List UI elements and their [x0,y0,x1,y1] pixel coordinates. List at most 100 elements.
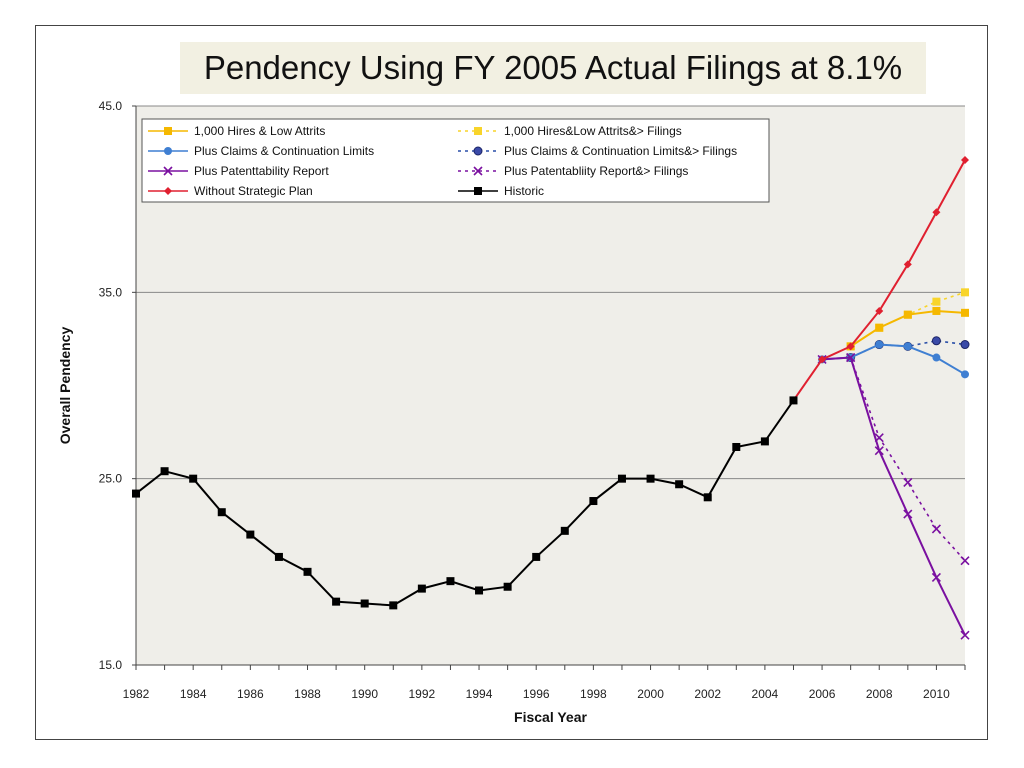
y-tick-label: 25.0 [99,472,123,486]
data-point [931,572,941,582]
data-point [646,474,655,483]
y-tick-label: 15.0 [99,658,123,672]
legend-swatch-marker [163,166,173,176]
data-point [703,493,712,502]
data-point [875,306,884,315]
legend-item: Plus Patenttability Report [148,164,329,178]
y-tick-label: 45.0 [99,99,123,113]
data-point [903,477,913,487]
x-tick-label: 1988 [294,687,321,701]
data-point [932,353,941,362]
data-point [217,508,226,517]
data-point [961,370,969,379]
series-4 [817,352,970,640]
legend-label: Historic [504,184,544,198]
legend-swatch-marker [473,146,483,156]
data-point [446,577,455,586]
legend-label: 1,000 Hires&Low Attrits&> Filings [504,124,682,138]
data-point [846,342,855,351]
legend-swatch-marker [164,187,172,195]
series-line [850,339,966,359]
legend-swatch-marker [164,127,172,135]
legend-label: Plus Patenttability Report [194,164,329,178]
data-point [931,524,941,534]
data-point [960,340,970,350]
legend-label: Plus Patentabliity Report&> Filings [504,164,688,178]
legend-item: 1,000 Hires&Low Attrits&> Filings [458,124,682,138]
data-point [931,336,941,346]
data-point [332,597,341,606]
data-point [932,208,941,217]
legend-item: Plus Patentabliity Report&> Filings [458,164,688,178]
data-point [417,584,426,593]
data-point [903,260,912,269]
data-point [961,288,969,297]
legend-label: Without Strategic Plan [194,184,313,198]
x-tick-label: 1998 [580,687,607,701]
series-line [849,357,966,562]
data-point [360,599,369,608]
x-tick-label: 1982 [123,687,150,701]
data-point [560,526,569,535]
legend-label: Plus Claims & Continuation Limits [194,144,374,158]
x-tick-label: 1990 [351,687,378,701]
legend-item: Without Strategic Plan [148,184,313,198]
data-point [532,552,541,561]
data-point [818,355,827,364]
legend-swatch-marker [474,187,482,195]
data-point [617,474,626,483]
data-point [303,567,312,576]
data-point [961,156,969,165]
x-tick-label: 1992 [409,687,436,701]
x-tick-label: 1996 [523,687,550,701]
y-tick-label: 35.0 [99,285,123,299]
x-tick-label: 2010 [923,687,950,701]
data-point [903,509,913,519]
legend-item: Plus Claims & Continuation Limits [148,144,374,158]
data-point [961,308,969,317]
data-point [732,442,741,451]
data-point [246,530,255,539]
x-tick-label: 1986 [237,687,264,701]
data-point [960,630,970,640]
data-point [160,467,169,476]
data-point [675,480,684,489]
data-point [932,306,941,315]
legend-swatch-marker [474,127,482,135]
legend-item: Plus Claims & Continuation Limits&> Fili… [458,144,737,158]
data-point [789,396,798,405]
series-line [822,356,966,636]
x-tick-label: 2002 [694,687,721,701]
data-point [903,310,912,319]
data-point [932,297,941,306]
series-line [135,399,795,607]
legend-label: 1,000 Hires & Low Attrits [194,124,325,138]
legend: 1,000 Hires & Low Attrits 1,000 Hires&Low… [141,118,770,203]
legend-item: Historic [458,184,544,198]
data-point [874,446,884,456]
x-tick-label: 1994 [466,687,493,701]
legend-swatch-marker [164,147,172,155]
legend-item: 1,000 Hires & Low Attrits [148,124,325,138]
chart-title-box: Pendency Using FY 2005 Actual Filings at… [180,42,926,94]
data-point [875,340,884,349]
legend-swatch-marker [473,166,483,176]
x-axis-label: Fiscal Year [514,709,587,725]
legend-label: Plus Claims & Continuation Limits&> Fili… [504,144,737,158]
data-point [274,552,283,561]
x-tick-label: 2006 [809,687,836,701]
x-tick-label: 2004 [752,687,779,701]
data-point [503,582,512,591]
series-7 [132,396,798,610]
y-axis-label: Overall Pendency [57,327,73,445]
data-point [760,437,769,446]
x-tick-label: 1984 [180,687,207,701]
legend-box [141,118,770,203]
data-point [475,586,484,595]
data-point [132,489,140,498]
x-tick-label: 2008 [866,687,893,701]
chart-title: Pendency Using FY 2005 Actual Filings at… [203,49,903,86]
data-point [903,342,912,351]
data-point [960,556,970,566]
